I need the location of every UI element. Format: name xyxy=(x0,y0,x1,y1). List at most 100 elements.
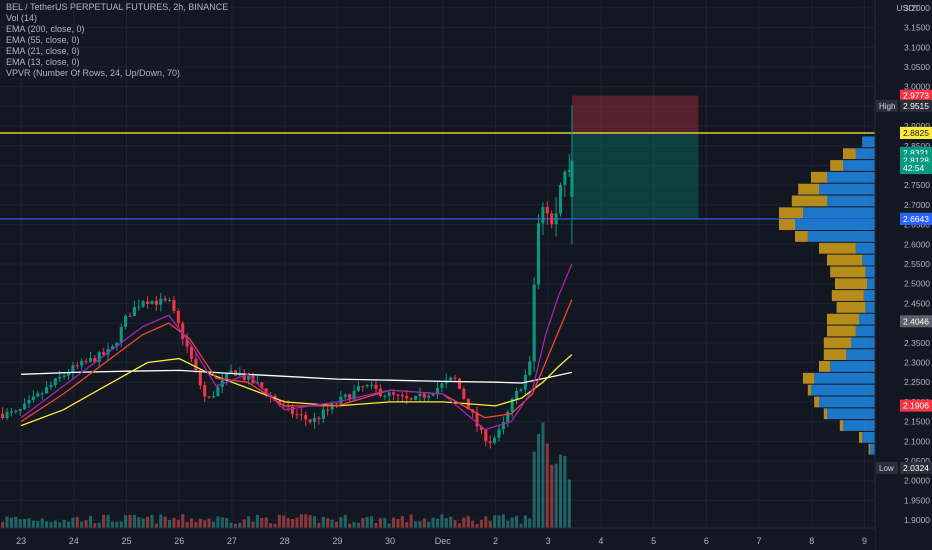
candle xyxy=(515,390,519,399)
position-tool[interactable] xyxy=(571,95,699,219)
time-tick-label: 29 xyxy=(332,536,342,546)
price-label-bg xyxy=(900,315,932,328)
candle xyxy=(203,385,207,397)
candle xyxy=(497,429,501,438)
candles xyxy=(1,105,574,449)
time-axis-bg xyxy=(0,528,875,550)
volume-bar xyxy=(532,451,536,528)
volume-bar xyxy=(80,521,84,528)
price-label: 2.8825 xyxy=(903,128,929,138)
vpvr-row-up xyxy=(865,301,875,313)
volume-bar xyxy=(471,520,475,528)
volume-bar xyxy=(23,518,27,528)
candle xyxy=(431,393,435,396)
candle xyxy=(427,395,431,398)
volume-bar xyxy=(102,514,106,528)
volume-bar xyxy=(396,518,400,528)
candle xyxy=(185,338,189,347)
candle xyxy=(146,301,150,304)
price-tick-label: 2.9000 xyxy=(904,121,930,131)
candle xyxy=(418,393,422,396)
candle xyxy=(247,375,251,380)
time-tick-label: 8 xyxy=(809,536,814,546)
ema-line xyxy=(21,369,573,384)
candle xyxy=(23,403,27,410)
price-tick-label: 2.2500 xyxy=(904,377,930,387)
volume-bar xyxy=(84,520,88,528)
volume-bar xyxy=(150,514,154,528)
volume-bar xyxy=(361,518,365,528)
volume-bar xyxy=(53,520,57,528)
volume-bar xyxy=(405,522,409,528)
candle xyxy=(66,372,71,376)
candle xyxy=(400,395,404,397)
vpvr-row-down xyxy=(830,266,866,278)
candle xyxy=(413,395,418,400)
candle xyxy=(132,307,136,316)
vpvr-row-down xyxy=(779,207,803,219)
candle xyxy=(370,384,374,386)
extreme-tag-bg xyxy=(876,99,898,112)
candle xyxy=(488,441,492,443)
candle xyxy=(97,352,101,363)
vpvr-row-down xyxy=(819,242,856,254)
candle xyxy=(88,357,93,362)
price-label: 42:54 xyxy=(903,163,925,173)
volume-bar xyxy=(536,433,541,528)
candle xyxy=(312,417,317,423)
candle xyxy=(541,207,545,224)
candle xyxy=(102,352,106,355)
vpvr-row-up xyxy=(867,278,875,290)
candle xyxy=(189,346,194,359)
horizontal-lines[interactable] xyxy=(0,132,875,220)
candle xyxy=(299,414,303,416)
volume-bar xyxy=(383,517,387,528)
candle xyxy=(49,385,53,388)
vpvr-row-up xyxy=(827,171,875,183)
candle xyxy=(110,346,114,349)
vpvr-row-down xyxy=(827,313,859,325)
candle xyxy=(308,419,312,423)
candle xyxy=(501,422,505,430)
volume-bar xyxy=(554,463,558,528)
vpvr-row-up xyxy=(827,408,875,420)
volume-bar xyxy=(220,517,224,528)
volume-bar xyxy=(233,523,237,528)
candle xyxy=(304,414,308,420)
time-tick-label: 23 xyxy=(16,536,26,546)
currency-label: USDT xyxy=(896,3,919,13)
vpvr-row-down xyxy=(811,171,827,183)
volume-bar xyxy=(66,521,71,528)
time-tick-label: 26 xyxy=(174,536,184,546)
candle xyxy=(62,375,66,377)
candle xyxy=(1,413,5,419)
candle xyxy=(119,326,123,343)
candle xyxy=(383,395,387,397)
volume-bar xyxy=(334,521,339,528)
volume-bar xyxy=(497,515,501,528)
price-label: 2.9773 xyxy=(903,91,929,101)
vpvr-row-down xyxy=(791,195,827,207)
candle xyxy=(528,361,532,375)
volume-bar xyxy=(194,522,198,528)
candle xyxy=(493,437,497,443)
volume-bar xyxy=(330,519,334,528)
volume-bar xyxy=(506,520,510,528)
candle xyxy=(154,300,158,305)
volume-bar xyxy=(31,520,35,528)
price-tick-label: 2.4500 xyxy=(904,298,930,308)
candle xyxy=(225,373,229,381)
candle xyxy=(14,410,18,412)
candle xyxy=(159,298,163,305)
time-tick-label: 27 xyxy=(227,536,237,546)
vpvr-row-down xyxy=(868,443,871,455)
candle xyxy=(40,393,44,395)
candle xyxy=(128,315,132,317)
price-tick-label: 2.7000 xyxy=(904,200,930,210)
volume-bar xyxy=(541,422,545,528)
ema-lines xyxy=(20,263,573,431)
price-tick-label: 2.6000 xyxy=(904,239,930,249)
volume-bar xyxy=(119,521,123,528)
time-axis[interactable]: 23 24 25 26 27 28 29 30 Dec 2 3 4 5 6 7 8 9 xyxy=(0,527,875,550)
